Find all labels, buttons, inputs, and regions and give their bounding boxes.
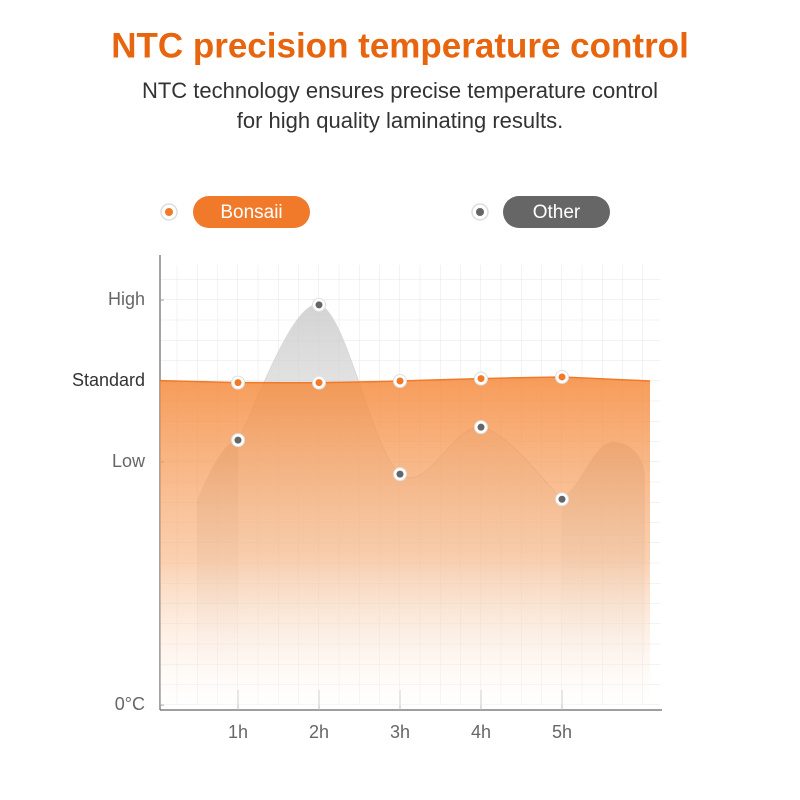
legend-dot <box>476 208 484 216</box>
chart-subtitle: NTC technology ensures precise temperatu… <box>142 78 658 103</box>
legend-pill <box>193 196 310 228</box>
point <box>396 470 404 478</box>
point <box>477 375 485 383</box>
line-extension <box>159 376 651 384</box>
y-tick-label: High <box>108 289 145 309</box>
legend-label: Other <box>533 202 581 223</box>
legend-pill <box>503 196 610 228</box>
legend-dot <box>165 208 173 216</box>
point <box>234 436 242 444</box>
point <box>315 379 323 387</box>
y-tick-label: Low <box>112 451 146 471</box>
x-tick-label: 2h <box>309 722 329 742</box>
chart-subtitle: for high quality laminating results. <box>237 108 564 133</box>
y-tick-label: Standard <box>72 370 145 390</box>
chart-title: NTC precision temperature control <box>111 26 689 65</box>
x-tick-label: 3h <box>390 722 410 742</box>
point <box>477 423 485 431</box>
area <box>238 376 562 705</box>
x-tick-label: 1h <box>228 722 248 742</box>
point <box>315 301 323 309</box>
area-extension <box>562 376 650 705</box>
point <box>396 377 404 385</box>
point <box>558 373 566 381</box>
x-tick-label: 4h <box>471 722 491 742</box>
y-tick-label: 0°C <box>115 694 145 714</box>
point <box>558 495 566 503</box>
legend-label: Bonsaii <box>220 202 282 223</box>
area-extension <box>160 380 238 705</box>
x-tick-label: 5h <box>552 722 572 742</box>
point <box>234 379 242 387</box>
